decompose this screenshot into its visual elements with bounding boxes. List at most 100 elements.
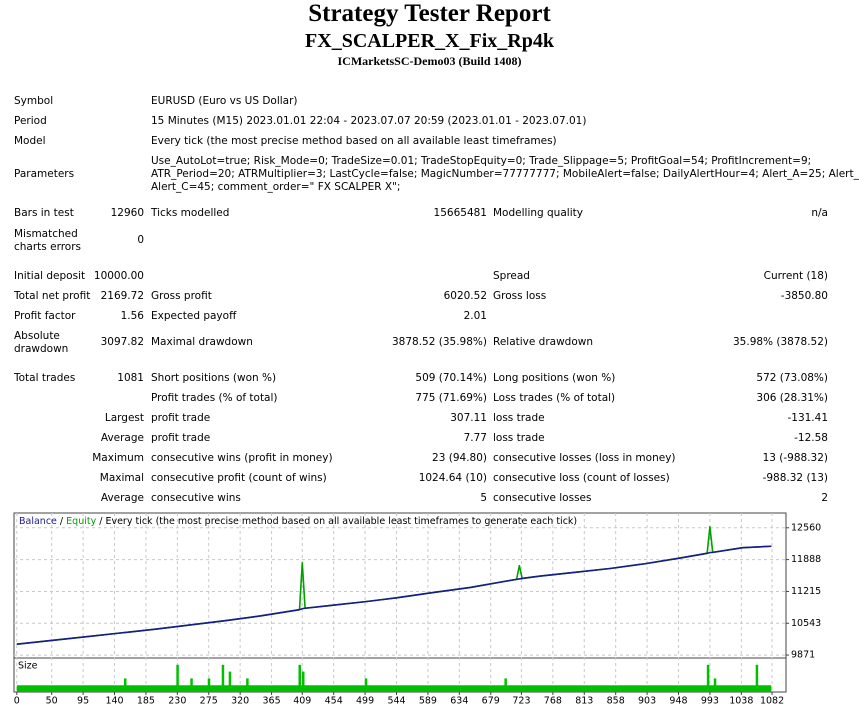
stat-label: Loss trades (% of total) bbox=[493, 392, 616, 404]
stat-value: 307.11 bbox=[450, 412, 487, 424]
stat-label: Short positions (won %) bbox=[151, 372, 277, 384]
x-tick-label: 723 bbox=[512, 696, 530, 707]
report-subtitle: FX_SCALPER_X_Fix_Rp4k bbox=[305, 30, 554, 52]
info-value: Alert_C=45; comment_order=" FX SCALPER X… bbox=[151, 181, 401, 193]
size-base-area bbox=[16, 685, 772, 692]
stat-value: Average bbox=[100, 432, 144, 444]
x-tick-label: 185 bbox=[137, 696, 155, 707]
x-tick-label: 679 bbox=[482, 696, 500, 707]
stat-value: Largest bbox=[104, 412, 144, 424]
stat-value: 35.98% (3878.52) bbox=[733, 336, 828, 348]
stat-label: Expected payoff bbox=[151, 310, 237, 322]
size-bar bbox=[221, 664, 225, 692]
x-tick-label: 948 bbox=[669, 696, 687, 707]
x-tick-label: 903 bbox=[638, 696, 656, 707]
stat-value: Maximal bbox=[99, 472, 144, 484]
stat-value: Current (18) bbox=[763, 270, 828, 282]
x-tick-label: 813 bbox=[575, 696, 593, 707]
stat-value: 2 bbox=[821, 492, 828, 504]
x-tick-label: 275 bbox=[200, 696, 218, 707]
legend-entry: Equity bbox=[66, 516, 96, 527]
y-tick-label: 10543 bbox=[791, 618, 821, 629]
x-tick-label: 993 bbox=[701, 696, 719, 707]
size-bar bbox=[176, 664, 179, 692]
stat-value: 7.77 bbox=[463, 432, 487, 444]
size-bar bbox=[706, 664, 710, 692]
info-label: Symbol bbox=[14, 95, 54, 107]
y-tick-label: 9871 bbox=[791, 650, 815, 661]
stat-value: 13 (-988.32) bbox=[762, 452, 828, 464]
x-tick-label: 409 bbox=[293, 696, 311, 707]
size-bar bbox=[713, 678, 717, 692]
size-bar bbox=[228, 671, 232, 692]
info-value: Every tick (the most precise method base… bbox=[151, 135, 557, 147]
info-value: Use_AutoLot=true; Risk_Mode=0; TradeSize… bbox=[151, 155, 812, 167]
stat-value: Average bbox=[100, 492, 144, 504]
stat-value: -988.32 (13) bbox=[762, 472, 828, 484]
x-tick-label: 634 bbox=[450, 696, 468, 707]
stat-label: Total trades bbox=[14, 372, 76, 384]
stat-label: Profit factor bbox=[14, 310, 76, 322]
stat-value: 12960 bbox=[110, 207, 144, 219]
legend-entry: Balance bbox=[19, 516, 57, 527]
info-value: 15 Minutes (M15) 2023.01.01 22:04 - 2023… bbox=[151, 115, 587, 127]
legend-note: / Every tick (the most precise method ba… bbox=[99, 516, 577, 527]
stat-label: consecutive losses bbox=[493, 492, 592, 504]
stat-label: Maximal drawdown bbox=[151, 336, 253, 348]
x-tick-label: 95 bbox=[77, 696, 89, 707]
x-tick-label: 365 bbox=[262, 696, 280, 707]
stat-label: consecutive loss (count of losses) bbox=[493, 472, 670, 484]
x-tick-label: 1082 bbox=[760, 696, 784, 707]
stat-label: consecutive wins (profit in money) bbox=[151, 452, 333, 464]
y-tick-label: 11888 bbox=[791, 554, 821, 565]
size-bar bbox=[190, 678, 193, 692]
x-tick-label: 0 bbox=[14, 696, 20, 707]
stat-value: -12.58 bbox=[794, 432, 828, 444]
stat-value: 1.56 bbox=[120, 310, 144, 322]
stat-label: profit trade bbox=[151, 412, 211, 424]
size-bar bbox=[246, 678, 249, 692]
size-bar bbox=[298, 664, 301, 692]
stat-label: consecutive losses (loss in money) bbox=[493, 452, 676, 464]
chart-frame bbox=[13, 512, 787, 693]
report-title: Strategy Tester Report bbox=[308, 0, 551, 27]
x-tick-label: 1038 bbox=[729, 696, 753, 707]
x-tick-label: 50 bbox=[46, 696, 58, 707]
x-tick-label: 858 bbox=[607, 696, 625, 707]
stat-label: Gross loss bbox=[493, 290, 547, 302]
stat-label: Modelling quality bbox=[493, 207, 583, 219]
info-label: Parameters bbox=[14, 168, 75, 180]
x-tick-label: 320 bbox=[231, 696, 249, 707]
stat-label: consecutive profit (count of wins) bbox=[151, 472, 327, 484]
stat-label: Bars in test bbox=[14, 207, 74, 219]
legend: Balance / Equity / Every tick (the most … bbox=[19, 516, 577, 527]
stat-label: Gross profit bbox=[151, 290, 212, 302]
stat-value: 2169.72 bbox=[100, 290, 144, 302]
stat-value: -131.41 bbox=[787, 412, 828, 424]
server-name: ICMarketsSC-Demo03 (Build 1408) bbox=[337, 54, 522, 68]
x-tick-label: 589 bbox=[419, 696, 437, 707]
size-bar bbox=[504, 678, 507, 692]
x-tick-label: 454 bbox=[325, 696, 343, 707]
info-value: ATR_Period=20; ATRMultiplier=3; LastCycl… bbox=[151, 168, 859, 180]
legend-separator: / bbox=[60, 516, 64, 527]
stat-value: 6020.52 bbox=[443, 290, 487, 302]
stat-label: Initial deposit bbox=[14, 270, 86, 282]
stat-label: Total net profit bbox=[14, 290, 91, 302]
stat-value: 572 (73.08%) bbox=[756, 372, 828, 384]
size-bar bbox=[755, 664, 759, 692]
stat-label: consecutive wins bbox=[151, 492, 241, 504]
size-bar bbox=[123, 678, 127, 692]
stat-label: loss trade bbox=[493, 432, 545, 444]
info-label: Model bbox=[14, 135, 46, 147]
info-value: EURUSD (Euro vs US Dollar) bbox=[151, 95, 298, 107]
stat-label: loss trade bbox=[493, 412, 545, 424]
stat-value: 5 bbox=[480, 492, 487, 504]
stat-value: 3097.82 bbox=[100, 336, 144, 348]
x-tick-label: 499 bbox=[356, 696, 374, 707]
stat-value: 306 (28.31%) bbox=[756, 392, 828, 404]
size-bar bbox=[207, 678, 211, 692]
stat-value: 1081 bbox=[117, 372, 144, 384]
x-tick-label: 544 bbox=[387, 696, 405, 707]
